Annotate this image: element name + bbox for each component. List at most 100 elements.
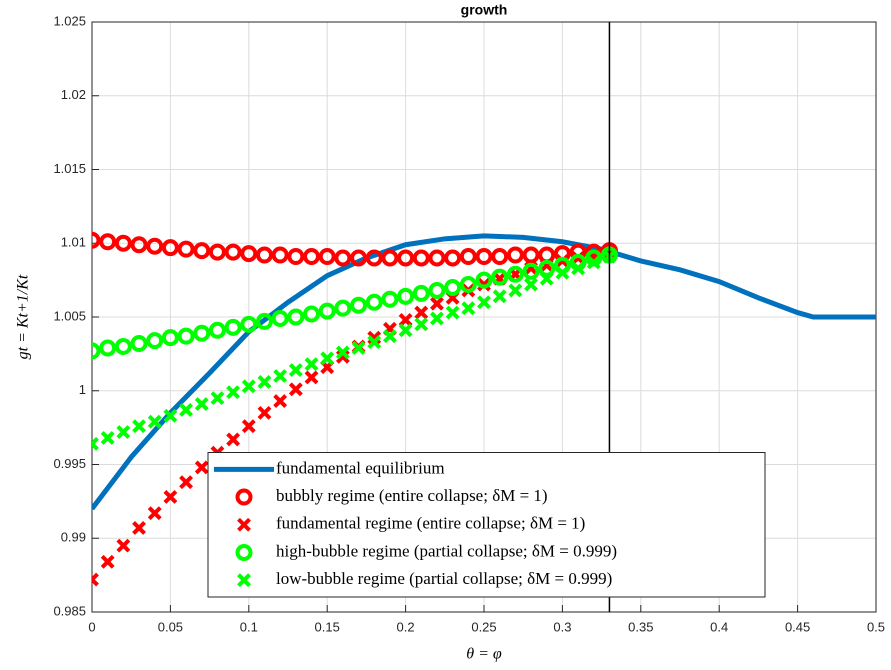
marker-x <box>116 425 131 439</box>
marker-x <box>237 517 251 532</box>
marker-circle <box>350 296 368 314</box>
marker-x <box>147 414 162 429</box>
marker-circle <box>506 246 524 264</box>
marker-circle <box>271 309 289 327</box>
marker-x <box>100 431 115 445</box>
marker-circle <box>381 290 399 308</box>
marker-x <box>571 261 585 276</box>
marker-circle <box>255 246 273 264</box>
marker-circle <box>193 324 211 342</box>
marker-circle <box>287 308 305 326</box>
marker-circle <box>318 302 336 320</box>
x-tick-label: 0.25 <box>471 619 496 634</box>
marker-circle <box>130 335 148 353</box>
marker-x <box>367 330 382 345</box>
marker-x <box>92 572 99 587</box>
legend-label: high-bubble regime (partial collapse; δM… <box>276 541 617 560</box>
marker-circle <box>114 234 132 252</box>
x-tick-label: 0.5 <box>867 619 885 634</box>
marker-circle <box>334 249 352 267</box>
marker-x <box>571 251 585 265</box>
marker-x <box>539 271 554 286</box>
marker-circle <box>92 231 101 249</box>
marker-x <box>273 394 288 408</box>
marker-x <box>335 345 350 360</box>
marker-x <box>414 317 429 332</box>
marker-x <box>132 419 146 434</box>
x-tick-label: 0 <box>88 619 95 634</box>
marker-x <box>179 403 193 417</box>
x-tick-label: 0.1 <box>240 619 258 634</box>
marker-x <box>335 349 350 364</box>
marker-x <box>241 419 256 434</box>
marker-x <box>194 397 209 411</box>
marker-circle <box>538 259 556 277</box>
marker-circle <box>318 248 336 266</box>
marker-x <box>257 374 272 389</box>
marker-circle <box>475 271 493 289</box>
y-tick-label: 1.02 <box>61 87 86 102</box>
marker-circle <box>491 248 509 266</box>
marker-x <box>100 554 115 569</box>
x-tick-label: 0.4 <box>710 619 728 634</box>
legend-label: fundamental regime (entire collapse; δM … <box>276 514 585 533</box>
marker-x <box>445 305 460 320</box>
marker-x <box>226 385 241 400</box>
marker-x <box>508 283 523 298</box>
marker-circle <box>412 284 430 302</box>
x-tick-label: 0.45 <box>785 619 810 634</box>
y-tick-label: 0.985 <box>53 603 86 618</box>
marker-circle <box>240 315 258 333</box>
y-tick-label: 1 <box>79 382 86 397</box>
x-axis-label: θ = φ <box>466 646 502 663</box>
marker-x <box>430 296 444 311</box>
marker-x <box>241 379 256 394</box>
marker-circle <box>235 488 253 506</box>
marker-circle <box>444 249 462 267</box>
y-tick-label: 1.01 <box>61 235 86 250</box>
marker-x <box>163 490 178 504</box>
marker-circle <box>208 243 226 261</box>
marker-x <box>555 254 570 268</box>
x-tick-label: 0.15 <box>315 619 340 634</box>
marker-circle <box>235 543 253 561</box>
marker-circle <box>428 281 446 299</box>
chart-title: growth <box>461 2 508 18</box>
marker-x <box>477 277 491 292</box>
marker-x <box>398 313 413 327</box>
marker-x <box>414 305 429 320</box>
marker-circle <box>334 299 352 317</box>
marker-circle <box>146 332 164 350</box>
marker-x <box>179 475 193 490</box>
marker-circle <box>255 312 273 330</box>
marker-x <box>320 351 335 366</box>
marker-circle <box>303 248 321 266</box>
marker-circle <box>146 237 164 255</box>
marker-x <box>257 405 272 420</box>
marker-circle <box>303 305 321 323</box>
marker-x <box>288 363 303 378</box>
marker-circle <box>240 245 258 263</box>
marker-x <box>273 369 288 383</box>
marker-circle <box>381 249 399 267</box>
legend-label: low-bubble regime (partial collapse; δM … <box>276 569 612 588</box>
marker-x <box>132 521 146 535</box>
y-tick-label: 0.99 <box>61 530 86 545</box>
marker-circle <box>208 321 226 339</box>
marker-circle <box>177 327 195 345</box>
marker-x <box>586 255 601 270</box>
marker-x <box>430 311 444 326</box>
marker-x <box>351 341 366 355</box>
marker-x <box>194 460 209 475</box>
marker-circle <box>287 248 305 266</box>
legend-box <box>207 452 766 598</box>
marker-x <box>477 295 491 310</box>
marker-circle <box>365 293 383 311</box>
marker-x <box>116 538 131 553</box>
marker-x <box>492 289 507 304</box>
legend-label: bubbly regime (entire collapse; δM = 1) <box>276 486 548 505</box>
marker-x <box>461 301 476 316</box>
y-tick-label: 1.015 <box>53 161 86 176</box>
marker-group <box>92 249 617 451</box>
marker-circle <box>193 242 211 260</box>
